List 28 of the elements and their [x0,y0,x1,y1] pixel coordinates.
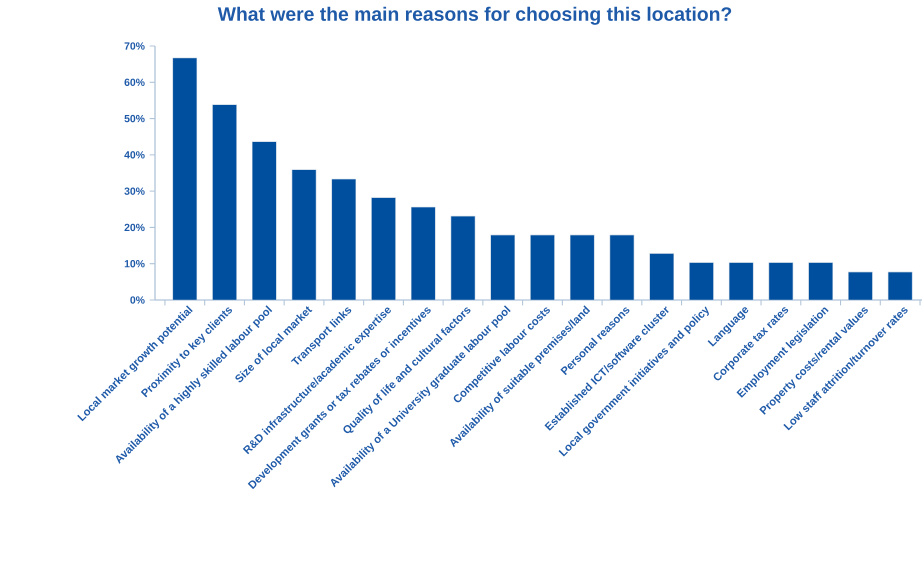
bar [570,234,594,300]
bar [530,234,555,300]
y-tick-label: 70% [124,42,145,50]
bar [649,253,674,300]
bar [410,206,436,300]
y-tick-label: 20% [124,224,145,232]
bar [450,216,476,300]
y-tick-label: 60% [124,78,145,86]
bar [689,262,714,300]
y-tick-label: 40% [124,151,145,159]
bar [888,272,912,300]
bar [768,262,794,300]
bar [371,197,396,300]
bar [252,142,277,300]
chart-title: What were the main reasons for choosing this location? [218,6,732,25]
bar [728,262,754,300]
y-tick-label: 0% [130,296,145,304]
bar [610,234,634,300]
bar [292,169,316,300]
y-tick-label: 30% [124,187,145,195]
bar [490,234,516,300]
bar [848,272,873,300]
y-tick-label: 10% [124,260,145,268]
bar [172,58,198,300]
bar [332,178,356,300]
y-tick-label: 50% [124,114,145,122]
bar [212,104,237,300]
bar [808,262,833,300]
